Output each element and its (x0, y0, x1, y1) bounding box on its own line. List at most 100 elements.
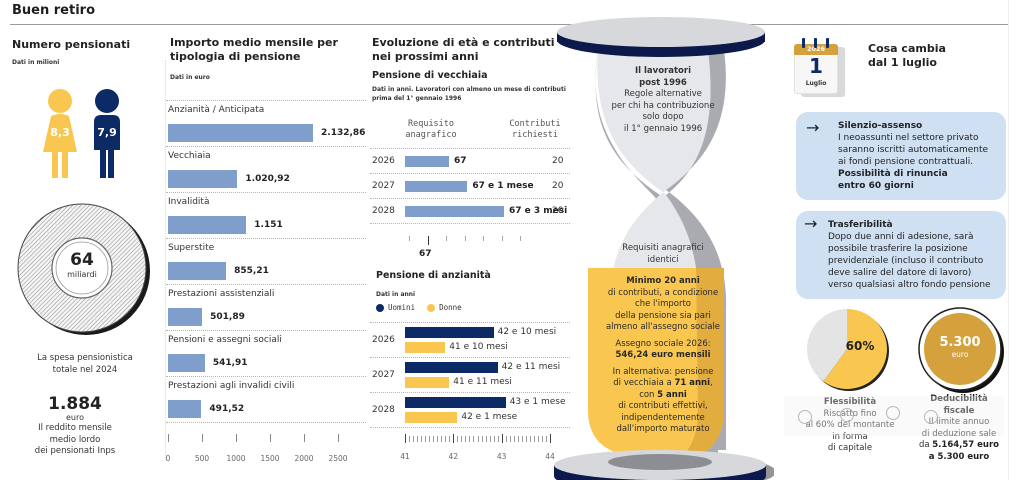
bar-value-label: 855,21 (234, 266, 269, 276)
pensioners-title: Numero pensionati (12, 38, 131, 51)
flex-line: in forma (832, 431, 868, 442)
changes-title-line: Cosa cambia (868, 42, 946, 55)
deduction-badge-unit: euro (951, 350, 969, 359)
deduct-bold-line: da 5.164,57 euro (906, 440, 1012, 452)
bar (405, 342, 446, 353)
changes-title: Cosa cambia dal 1 luglio (868, 42, 946, 70)
axis-tick (168, 434, 169, 442)
row-divider (166, 330, 366, 331)
viewer-toolbar-overlay (784, 396, 1004, 436)
axis-tick (493, 436, 495, 442)
bar-category-label: Vecchiaia (168, 151, 211, 161)
axis-tick (446, 236, 447, 241)
min-contrib-bold: Minimo 20 anni (626, 276, 700, 286)
calendar-ring (814, 38, 817, 48)
alt-line: dall'importo maturato (616, 424, 710, 434)
alt-text: di vecchiaia a (613, 378, 675, 388)
row-divider (166, 422, 366, 423)
axis-tick (429, 436, 431, 442)
axis-tick (409, 436, 411, 442)
card-title: Silenzio-assenso (838, 121, 923, 131)
year-label: 2026 (372, 156, 395, 166)
axis-tick (453, 434, 455, 443)
axis-tick (509, 436, 511, 442)
row-divider (166, 192, 366, 193)
min-contrib-line: che l'importo (635, 299, 691, 309)
rotate-icon[interactable] (924, 410, 938, 424)
amounts-note: Dati in euro (170, 74, 210, 81)
hourglass-top-bold: Il lavoratori (634, 66, 691, 76)
legend-label-donne: Donne (439, 303, 462, 312)
row-divider (166, 100, 366, 101)
arrow-right-icon: → (806, 118, 820, 137)
bar (405, 362, 498, 373)
axis-tick-label: 500 (194, 454, 210, 463)
bar-value-label: 42 e 11 mesi (501, 362, 561, 372)
axis-tick (489, 436, 491, 442)
hourglass-top-line: Regole alternative (624, 89, 702, 99)
deduction-badge-value: 5.300 (939, 335, 981, 350)
anzianita-bar-chart: 2026 42 e 10 mesi 41 e 10 mesi 2027 42 e 11 … (370, 322, 570, 472)
income-caption-line: Il reddito mensile (38, 423, 112, 433)
card-line: saranno iscritti automaticamente (838, 145, 989, 155)
axis-tick (304, 434, 305, 442)
axis-tick (405, 434, 406, 443)
spending-unit: miliardi (67, 270, 97, 279)
search-icon[interactable] (886, 406, 900, 420)
axis-tick (473, 436, 475, 442)
alt-line: di vecchiaia a 71 anni, (613, 378, 713, 388)
axis-tick (513, 436, 515, 442)
pie-slice-remaining (807, 309, 847, 382)
contributions-value: 20 (552, 181, 564, 191)
bar (168, 400, 202, 418)
page-edge (1008, 0, 1009, 480)
card-title: Trasferibilità (828, 220, 893, 230)
row-divider (370, 392, 570, 393)
calendar-year: 2026 (794, 44, 838, 55)
flex-title: Flessibilità (823, 397, 877, 407)
bar (405, 397, 506, 408)
bar-value-label: 41 e 11 mesi (453, 377, 512, 387)
row-divider (370, 322, 570, 323)
axis-tick (413, 436, 415, 442)
card-trasferibilita: → Trasferibilità Dopo due anni di adesio… (796, 211, 1006, 299)
year-label: 2027 (372, 370, 395, 380)
hourglass-top-line: solo dopo (642, 112, 684, 122)
evolution-title-line: nei prossimi anni (372, 50, 479, 63)
bar-value-label: 41 e 10 mesi (449, 342, 508, 352)
deduct-new-value: a 5.300 euro (928, 451, 990, 462)
bar (405, 206, 504, 217)
zoom-out-icon[interactable] (840, 408, 854, 422)
bar-value-label: 501,89 (210, 312, 245, 322)
axis-tick (433, 436, 435, 442)
flex-pie-chart: 60% (804, 306, 890, 392)
hourglass-mid-line: identici (647, 254, 679, 265)
anzianita-note: Dati in anni (376, 291, 416, 298)
card-line: previdenziale (incluso il contributo (828, 256, 984, 266)
card-text: Silenzio-assenso I neoassunti nel settor… (838, 120, 1006, 192)
axis-tick (533, 436, 535, 442)
pie-slice-redeemable (823, 309, 887, 389)
deduct-from: da (918, 440, 933, 450)
zoom-in-icon[interactable] (798, 410, 812, 424)
assegno-line: Assegno sociale 2026: (615, 338, 711, 349)
row-divider (166, 376, 366, 377)
card-line: Dopo due anni di adesione, sarà (828, 232, 974, 242)
card-line: verso qualsiasi altro fondo pensione (828, 280, 991, 290)
bar-category-label: Invalidità (168, 197, 210, 207)
evolution-title: Evoluzione di età e contributi nei pross… (372, 36, 562, 64)
female-count: 8,3 (50, 126, 70, 139)
deduct-title: fiscale (943, 405, 975, 416)
year-label: 2028 (372, 405, 395, 415)
column-divider (165, 60, 166, 460)
axis-label: 67 (419, 249, 432, 259)
axis-tick (445, 436, 447, 442)
axis-tick (529, 436, 531, 442)
bar-value-label: 491,52 (209, 404, 245, 414)
col-header-requisito: Requisito anagrafico (405, 119, 457, 140)
min-contrib-line: di contributi, a condizione (607, 287, 719, 298)
bar-value-label: 42 e 10 mesi (497, 327, 557, 337)
bar-category-label: Prestazioni agli invalidi civili (168, 381, 295, 391)
bar (168, 124, 314, 142)
male-figure-icon: 7,9 (88, 88, 126, 180)
